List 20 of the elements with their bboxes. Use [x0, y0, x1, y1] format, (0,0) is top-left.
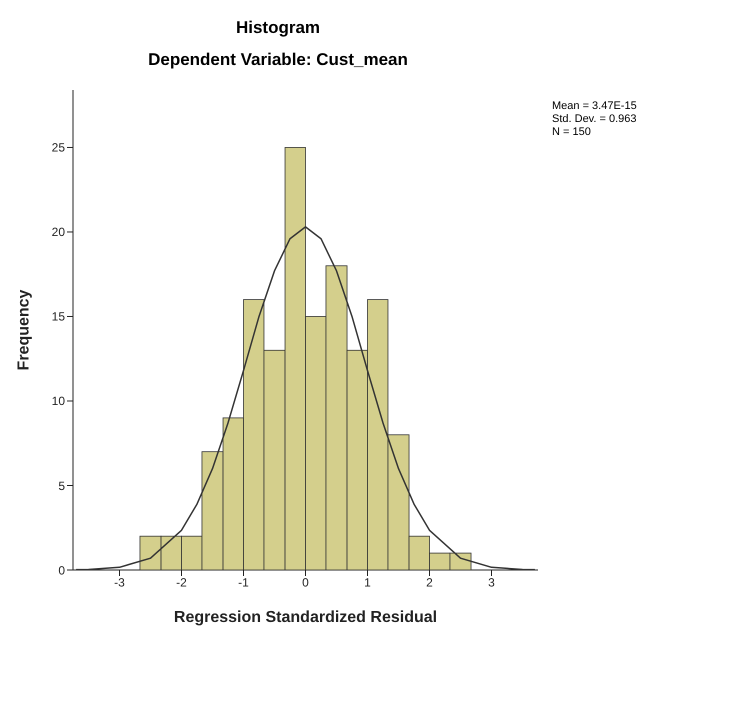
y-tick-label: 0 — [58, 563, 66, 578]
text: N = 150 — [552, 126, 592, 139]
y-tick-label: 25 — [52, 140, 66, 155]
chart-subtitle: Dependent Variable: Cust_mean — [147, 50, 409, 70]
y-tick-label: 5 — [58, 478, 66, 493]
x-tick-label: 2 — [426, 576, 434, 590]
x-tick-label: -3 — [114, 576, 126, 590]
y-axis-title: Frequency — [16, 289, 33, 370]
chart-title: Histogram — [234, 18, 322, 38]
x-axis-title: Regression Standardized Residual — [174, 609, 438, 626]
x-tick-label: 1 — [364, 576, 372, 590]
x-tick-label: -2 — [176, 576, 188, 590]
x-tick-label: 0 — [302, 576, 310, 590]
y-tick-label: 15 — [52, 310, 66, 324]
text: Std. Dev. = 0.963 — [552, 113, 637, 126]
y-tick-label: 10 — [52, 394, 66, 408]
y-tick-label: 20 — [52, 225, 66, 240]
text: Mean = 3.47E-15 — [552, 100, 637, 113]
x-tick-label: -1 — [238, 576, 250, 590]
x-tick-label: 3 — [488, 576, 496, 590]
